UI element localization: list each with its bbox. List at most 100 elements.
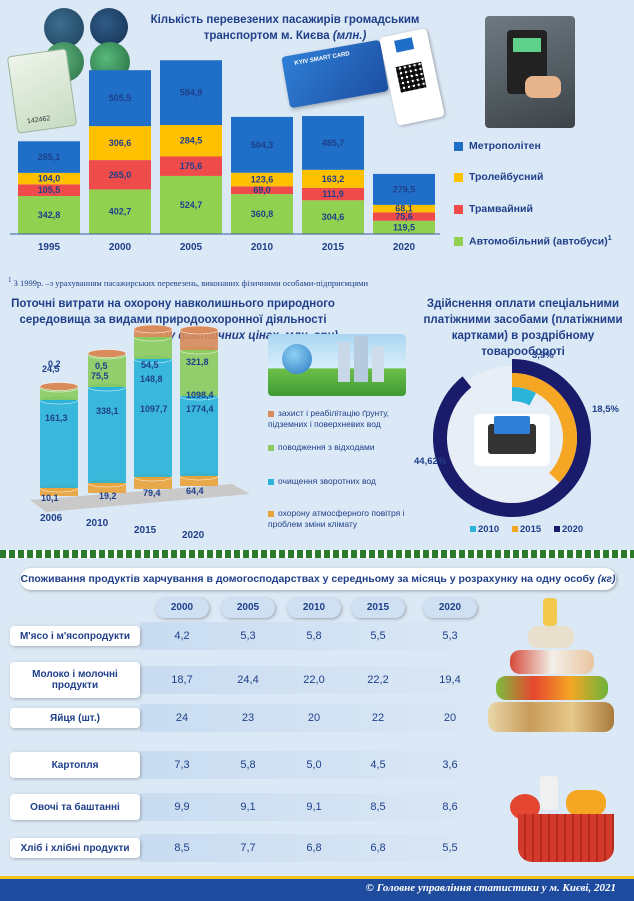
- table-cell: 20: [307, 712, 321, 724]
- row-label: Овочі та баштанні: [10, 794, 140, 820]
- legend-item: Тролейбусний: [454, 171, 543, 183]
- bar-segment: [373, 220, 435, 234]
- legend-item: очищення зворотних вод: [268, 476, 418, 487]
- table-cell: 23: [241, 712, 255, 724]
- bar-value-label: 123,6: [251, 175, 274, 185]
- bar-segment: [180, 476, 218, 486]
- bar-segment: [180, 330, 218, 350]
- legend-label: Метрополітен: [469, 140, 541, 152]
- bar-value-label: 321,8: [186, 357, 209, 367]
- table-cell: 5,8: [306, 630, 322, 642]
- bar-value-label: 54,5: [141, 360, 159, 370]
- bar-value-label: 584,9: [180, 88, 203, 98]
- bar-segment: [88, 387, 126, 483]
- cylinder-top: [87, 349, 127, 358]
- category-tick-label: 2020: [393, 242, 416, 253]
- table-row: [140, 751, 490, 779]
- globe-icon: [282, 344, 312, 374]
- table-cell: 6,8: [306, 842, 322, 854]
- legend-label: поводження з відходами: [278, 442, 375, 452]
- legend-item: 2010: [470, 524, 499, 535]
- table-cell: 24,4: [237, 674, 259, 686]
- row-label: Яйця (шт.): [10, 708, 140, 728]
- bar-value-label: 79,4: [143, 488, 161, 498]
- bar-segment: [18, 172, 80, 185]
- column-header: 2005: [221, 598, 275, 618]
- token-coin-icon: [44, 8, 84, 48]
- legend-label: Трамвайний: [469, 203, 533, 215]
- table-cell: 22,0: [303, 674, 325, 686]
- legend-item: Метрополітен: [454, 140, 541, 152]
- bar-segment: [302, 169, 364, 188]
- bar-value-label: 163,2: [322, 174, 345, 184]
- slice-value-label: 18,5%: [592, 404, 619, 415]
- bar-segment: [302, 200, 364, 234]
- legend-swatch: [268, 478, 274, 485]
- category-tick-label: 2005: [180, 242, 203, 253]
- table-cell: 24: [175, 712, 189, 724]
- table-row: [140, 622, 490, 650]
- bar-segment: [88, 483, 126, 493]
- footnote-mark: 1: [8, 276, 12, 284]
- bar-value-label: 19,2: [99, 491, 117, 501]
- food-unit: (кг): [597, 573, 616, 585]
- payments-title: Здійснення оплати спеціальними платіжним…: [418, 296, 628, 360]
- legend-item: охорону атмосферного повітря і проблем з…: [268, 508, 418, 530]
- transport-panel: 142462 Кількість перевезених пасажирів г…: [0, 0, 634, 290]
- bar-value-label: 105,5: [38, 185, 61, 195]
- bar-value-label: 505,5: [109, 93, 132, 103]
- legend-item: Трамвайний: [454, 203, 533, 215]
- bar-value-label: 360,8: [251, 209, 274, 219]
- column-header: 2015: [351, 598, 405, 618]
- env-title-line1: Поточні витрати на охорону навколишнього…: [11, 298, 335, 310]
- chart-floor: [30, 484, 250, 512]
- table-cell: 19,4: [439, 674, 461, 686]
- legend-swatch: [454, 204, 463, 214]
- transport-title-unit: (млн.): [332, 30, 367, 42]
- bar-value-label: 24,5: [42, 364, 60, 374]
- category-tick-label: 2015: [322, 242, 345, 253]
- legend-item: поводження з відходами: [268, 442, 418, 453]
- table-cell: 20: [443, 712, 457, 724]
- row-label: Молоко і молочні продукти: [10, 662, 140, 698]
- env-title-line2: середовища за видами природоохоронної ді…: [19, 314, 327, 326]
- legend-swatch: [512, 526, 518, 533]
- legend-label: захист і реабілітацію ґрунту, підземних …: [268, 408, 390, 429]
- legend-swatch: [454, 141, 463, 151]
- radial-bar: [511, 387, 537, 406]
- legend-swatch: [268, 510, 274, 517]
- bar-value-label: 0,5: [95, 361, 108, 371]
- cylinder-top: [133, 324, 173, 334]
- bar-value-label: 69,0: [253, 185, 271, 195]
- food-panel: Споживання продуктів харчування в домого…: [0, 558, 634, 876]
- table-cell: 3,6: [442, 759, 458, 771]
- bar-value-label: 75,5: [91, 371, 109, 381]
- category-tick-label: 2006: [40, 513, 63, 524]
- bar-segment: [160, 156, 222, 176]
- bar-segment: [373, 173, 435, 205]
- table-cell: 22,2: [367, 674, 389, 686]
- bar-segment: [231, 116, 293, 173]
- footer: © Головне управління статистики у м. Киє…: [0, 876, 634, 901]
- bar-value-label: 75,6: [395, 212, 413, 222]
- bar-value-label: 0,2: [48, 359, 61, 369]
- transport-title-line2: транспортом м. Києва: [203, 30, 330, 42]
- bar-value-label: 285,1: [38, 152, 61, 162]
- bar-value-label: 104,0: [38, 174, 61, 184]
- table-cell: 5,3: [442, 630, 458, 642]
- bar-segment: [89, 126, 151, 161]
- footnote-text: З 1999р. –з урахуванням пасажирських пер…: [13, 277, 369, 288]
- legend-label: 2020: [562, 524, 584, 535]
- bar-segment: [89, 189, 151, 234]
- legend-swatch: [454, 172, 463, 182]
- food-basket-image: [510, 776, 620, 871]
- legend-label: Тролейбусний: [469, 171, 544, 183]
- bar-value-label: 119,5: [393, 222, 415, 232]
- validator-photo-image: [485, 16, 575, 128]
- food-title-bar: Споживання продуктів харчування в домого…: [20, 568, 616, 590]
- category-tick-label: 1995: [38, 242, 61, 253]
- bar-value-label: 68,1: [395, 204, 413, 214]
- bar-value-label: 504,3: [251, 140, 274, 150]
- slice-value-label: 3,9%: [532, 350, 554, 361]
